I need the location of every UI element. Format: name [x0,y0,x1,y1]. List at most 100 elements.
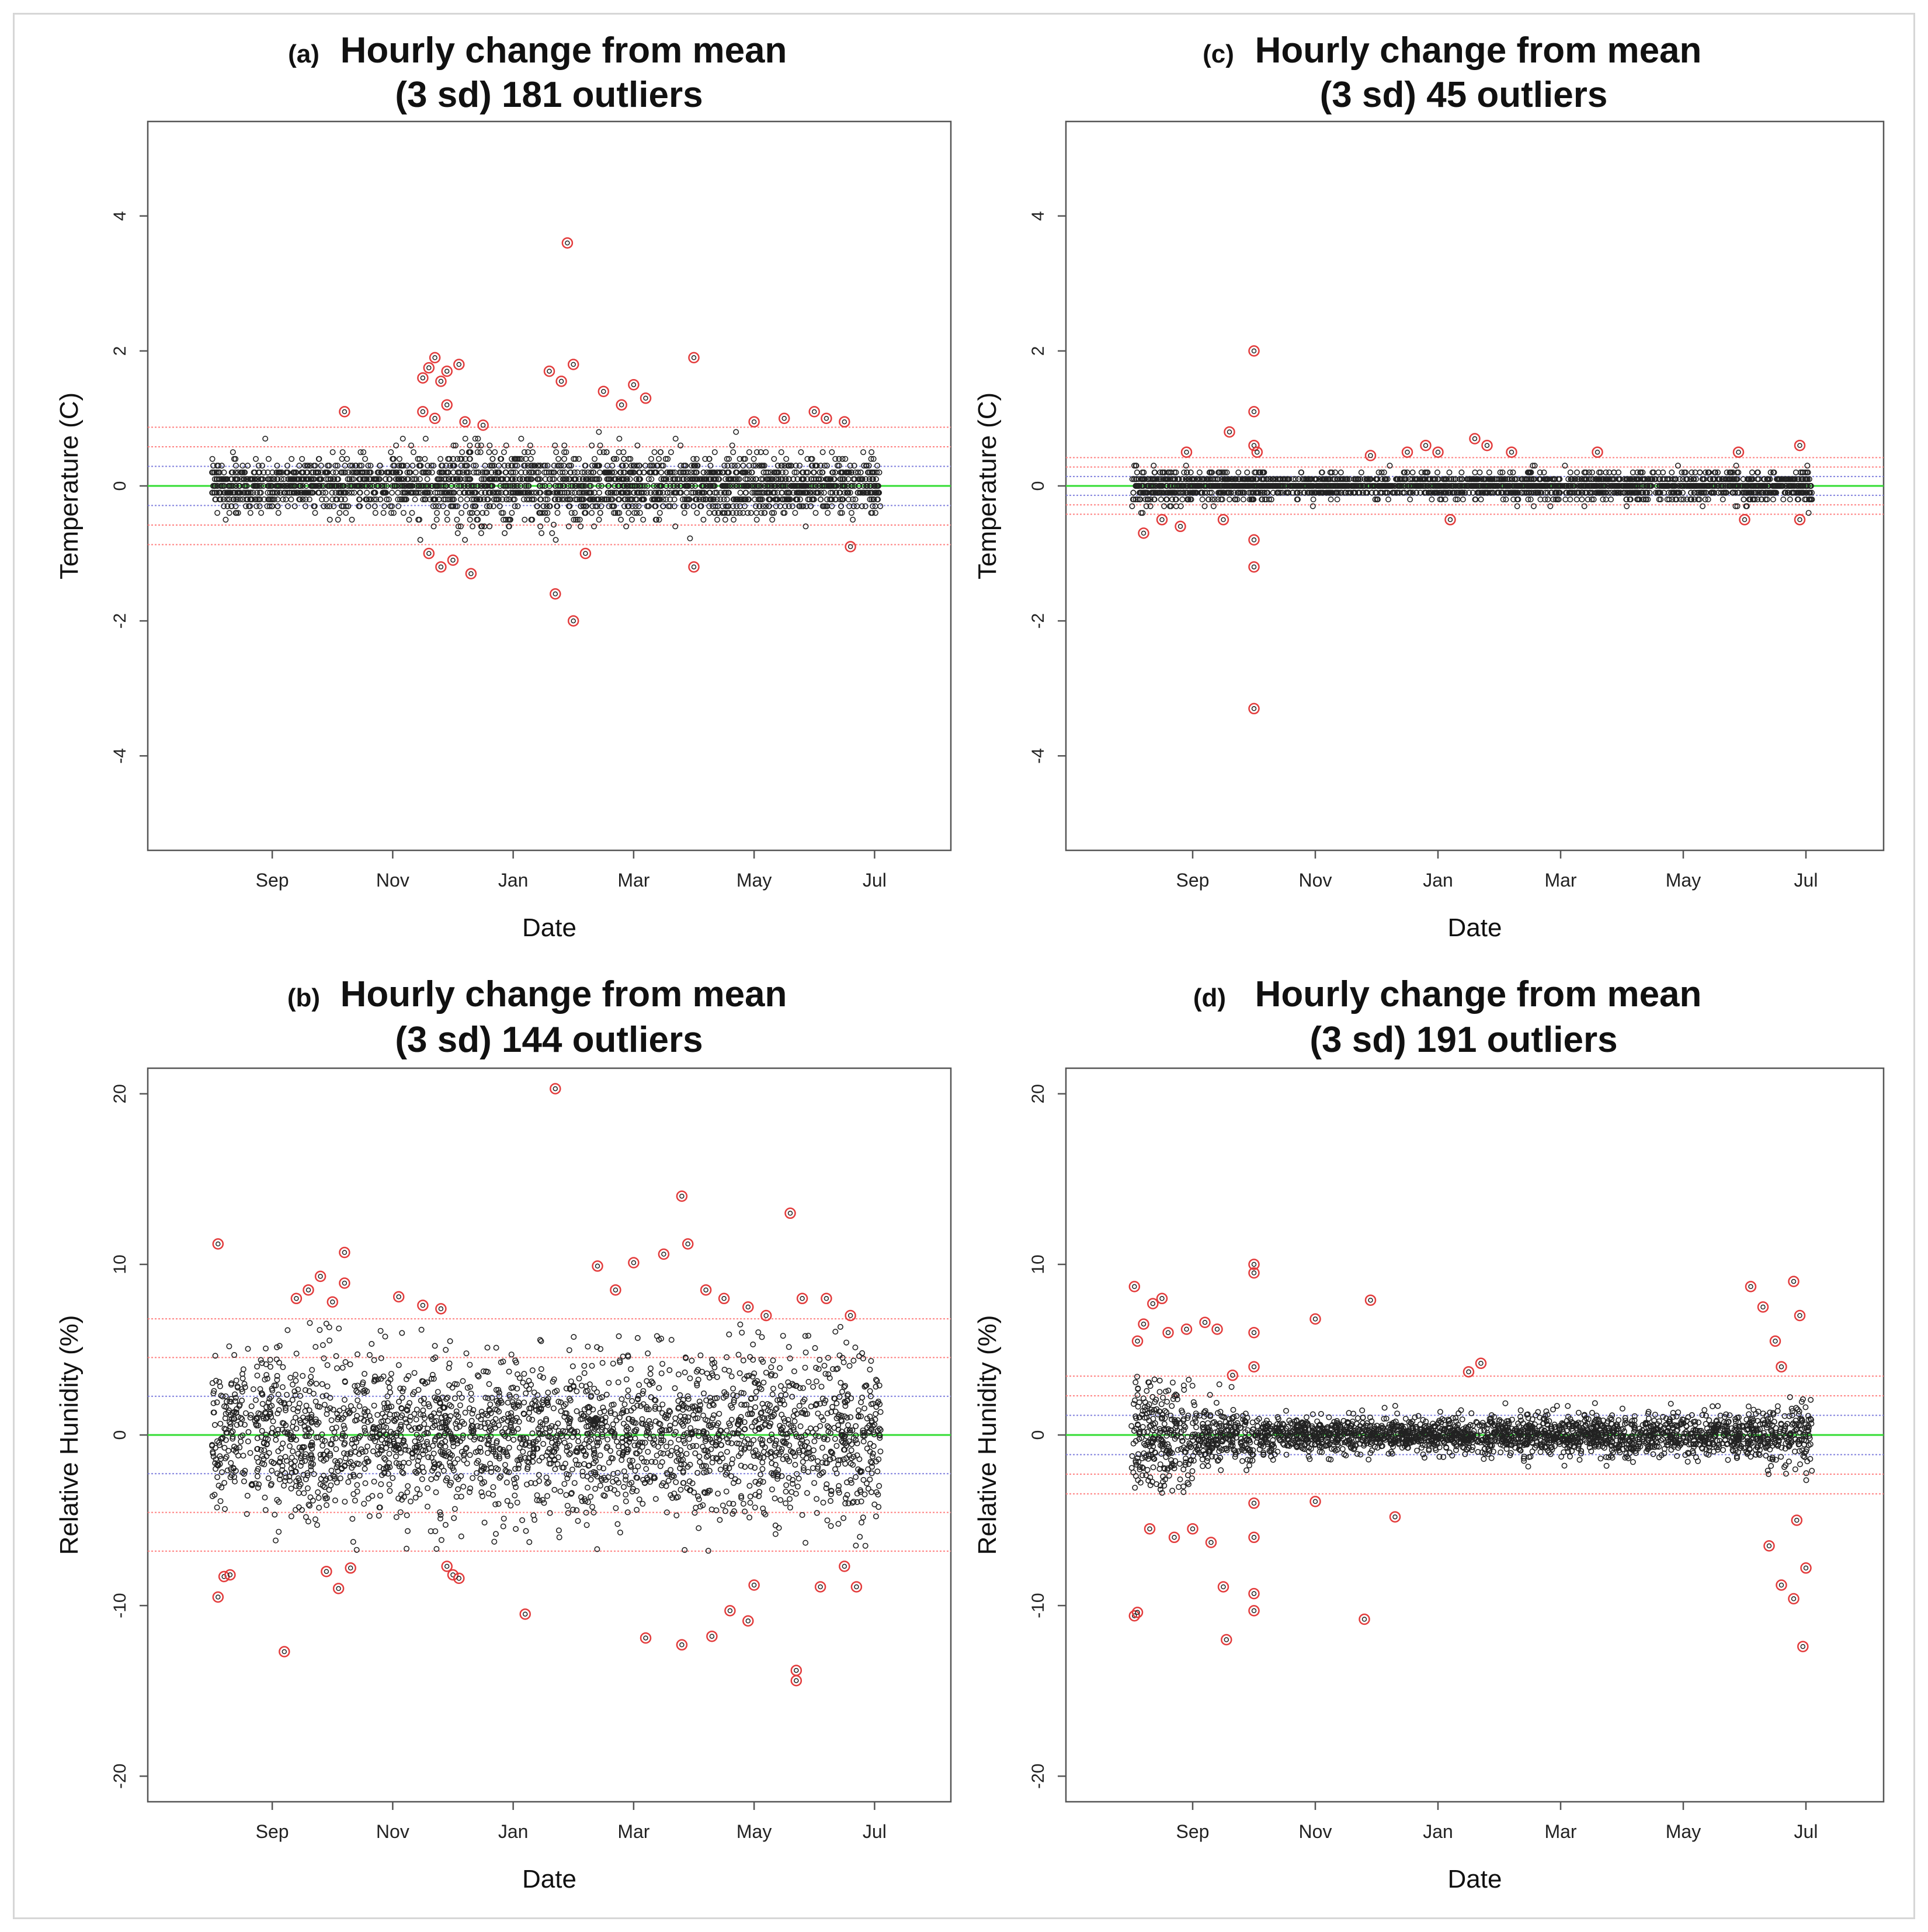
data-point [349,489,355,496]
data-point [604,463,610,469]
data-point [1244,469,1250,475]
outlier-point [423,362,435,374]
data-point [1702,496,1708,503]
data-point [651,449,658,456]
data-point [863,463,870,469]
data-point [534,503,540,509]
data-point [873,476,880,482]
data-point [776,476,782,482]
data-point [330,469,336,475]
data-point [1719,496,1726,503]
data-point [645,476,652,482]
data-point [400,436,406,442]
data-point [671,503,678,509]
outlier-center [619,402,624,408]
data-point [1579,496,1585,503]
data-point [486,503,492,509]
data-point [678,442,684,449]
data-point [734,482,740,489]
outlier-center [420,375,426,381]
data-point [537,476,543,482]
outlier-point [778,412,790,425]
data-point [781,510,788,516]
data-point [803,523,809,530]
data-point [349,516,355,523]
outlier-center [842,419,847,425]
data-point [642,463,649,469]
y-tick-label: -4 [110,748,130,764]
data-point [693,456,700,462]
data-point [467,442,473,449]
outlier-center [558,378,564,384]
data-point [535,469,541,475]
data-point [393,442,400,449]
data-point [342,496,348,503]
data-point [422,436,429,442]
data-point [343,510,349,516]
data-point [422,469,429,475]
data-point [280,496,286,503]
data-point [763,503,769,509]
data-point [275,510,282,516]
outliers-layer [339,237,856,627]
data-point [565,489,572,496]
data-point [869,496,875,503]
data-point [480,476,487,482]
data-point [500,510,506,516]
data-point [300,496,306,503]
data-point [459,449,466,456]
data-point [730,496,737,503]
data-point [753,516,760,523]
data-point [433,503,439,509]
data-point [326,503,333,509]
data-point [1478,496,1484,503]
outlier-center [456,362,462,367]
data-point [478,530,484,536]
data-point [1472,469,1478,475]
data-point [753,510,760,516]
outlier-center [643,395,648,401]
outlier-center [462,419,468,425]
outlier-center [583,551,588,556]
data-point [326,516,333,523]
data-point [389,482,395,489]
data-point [437,456,444,462]
data-point [592,503,599,509]
data-point [829,449,835,456]
data-point [256,469,263,475]
data-point [752,463,759,469]
data-point [571,469,578,475]
data-point [589,510,595,516]
data-point [618,516,624,523]
data-point [409,510,415,516]
data-point [733,429,739,435]
data-point [721,496,727,503]
data-point [500,516,506,523]
outlier-point [429,412,441,425]
data-point [496,463,502,469]
data-point [510,469,516,475]
outlier-point [567,359,579,370]
data-point [561,456,568,462]
data-point [839,456,846,462]
data-point [529,449,536,456]
outlier-center [468,571,474,576]
data-point [1418,469,1425,475]
data-point [729,442,735,449]
data-point [329,449,336,456]
data-point [365,463,371,469]
data-point [668,449,674,456]
outlier-point [839,416,850,428]
data-point [672,523,679,530]
data-point [687,535,693,541]
data-point [1589,469,1596,475]
x-tick-label: Sep [256,870,289,891]
data-point [209,489,216,496]
data-point [877,503,884,509]
outlier-point [808,406,820,418]
data-point [683,489,690,496]
data-point [634,442,641,449]
data-point [365,503,371,509]
data-point [1573,496,1580,503]
data-point [656,510,663,516]
